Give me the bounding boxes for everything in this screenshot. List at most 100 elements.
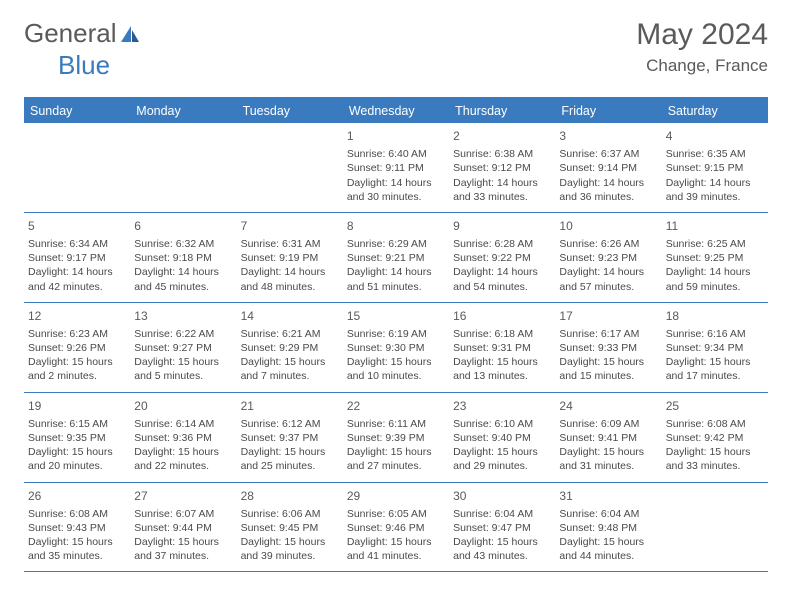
day-cell: 6Sunrise: 6:32 AMSunset: 9:18 PMDaylight… — [130, 213, 236, 302]
day-cell: 21Sunrise: 6:12 AMSunset: 9:37 PMDayligh… — [237, 393, 343, 482]
day-number: 26 — [28, 488, 126, 504]
logo-sail-icon — [119, 24, 141, 44]
sunrise-text: Sunrise: 6:07 AM — [134, 507, 232, 521]
daylight-text: Daylight: 14 hours and 36 minutes. — [559, 176, 657, 204]
daylight-text: Daylight: 15 hours and 41 minutes. — [347, 535, 445, 563]
day-number: 30 — [453, 488, 551, 504]
day-number: 13 — [134, 308, 232, 324]
sunrise-text: Sunrise: 6:05 AM — [347, 507, 445, 521]
day-cell: 17Sunrise: 6:17 AMSunset: 9:33 PMDayligh… — [555, 303, 661, 392]
daylight-text: Daylight: 14 hours and 39 minutes. — [666, 176, 764, 204]
daylight-text: Daylight: 15 hours and 10 minutes. — [347, 355, 445, 383]
daylight-text: Daylight: 15 hours and 17 minutes. — [666, 355, 764, 383]
sunset-text: Sunset: 9:29 PM — [241, 341, 339, 355]
empty-cell — [237, 123, 343, 212]
header: General May 2024 Change, France — [24, 18, 768, 76]
day-number: 12 — [28, 308, 126, 324]
logo: General — [24, 18, 141, 49]
day-header-saturday: Saturday — [662, 99, 768, 123]
sunset-text: Sunset: 9:12 PM — [453, 161, 551, 175]
sunrise-text: Sunrise: 6:19 AM — [347, 327, 445, 341]
sunset-text: Sunset: 9:25 PM — [666, 251, 764, 265]
day-number: 29 — [347, 488, 445, 504]
day-number: 18 — [666, 308, 764, 324]
sunrise-text: Sunrise: 6:28 AM — [453, 237, 551, 251]
daylight-text: Daylight: 15 hours and 13 minutes. — [453, 355, 551, 383]
day-number: 14 — [241, 308, 339, 324]
sunset-text: Sunset: 9:17 PM — [28, 251, 126, 265]
day-cell: 20Sunrise: 6:14 AMSunset: 9:36 PMDayligh… — [130, 393, 236, 482]
day-number: 6 — [134, 218, 232, 234]
sunrise-text: Sunrise: 6:22 AM — [134, 327, 232, 341]
day-number: 3 — [559, 128, 657, 144]
sunset-text: Sunset: 9:30 PM — [347, 341, 445, 355]
day-number: 27 — [134, 488, 232, 504]
sunset-text: Sunset: 9:15 PM — [666, 161, 764, 175]
daylight-text: Daylight: 14 hours and 57 minutes. — [559, 265, 657, 293]
day-number: 25 — [666, 398, 764, 414]
sunset-text: Sunset: 9:42 PM — [666, 431, 764, 445]
sunrise-text: Sunrise: 6:17 AM — [559, 327, 657, 341]
sunrise-text: Sunrise: 6:29 AM — [347, 237, 445, 251]
day-cell: 18Sunrise: 6:16 AMSunset: 9:34 PMDayligh… — [662, 303, 768, 392]
week-row: 26Sunrise: 6:08 AMSunset: 9:43 PMDayligh… — [24, 483, 768, 573]
daylight-text: Daylight: 15 hours and 29 minutes. — [453, 445, 551, 473]
sunset-text: Sunset: 9:36 PM — [134, 431, 232, 445]
sunrise-text: Sunrise: 6:10 AM — [453, 417, 551, 431]
daylight-text: Daylight: 15 hours and 35 minutes. — [28, 535, 126, 563]
daylight-text: Daylight: 15 hours and 5 minutes. — [134, 355, 232, 383]
day-cell: 15Sunrise: 6:19 AMSunset: 9:30 PMDayligh… — [343, 303, 449, 392]
day-cell: 3Sunrise: 6:37 AMSunset: 9:14 PMDaylight… — [555, 123, 661, 212]
month-title: May 2024 — [636, 18, 768, 52]
day-cell: 24Sunrise: 6:09 AMSunset: 9:41 PMDayligh… — [555, 393, 661, 482]
sunrise-text: Sunrise: 6:40 AM — [347, 147, 445, 161]
day-cell: 25Sunrise: 6:08 AMSunset: 9:42 PMDayligh… — [662, 393, 768, 482]
daylight-text: Daylight: 15 hours and 25 minutes. — [241, 445, 339, 473]
sunrise-text: Sunrise: 6:26 AM — [559, 237, 657, 251]
day-number: 4 — [666, 128, 764, 144]
day-cell: 5Sunrise: 6:34 AMSunset: 9:17 PMDaylight… — [24, 213, 130, 302]
sunrise-text: Sunrise: 6:35 AM — [666, 147, 764, 161]
day-cell: 19Sunrise: 6:15 AMSunset: 9:35 PMDayligh… — [24, 393, 130, 482]
sunset-text: Sunset: 9:27 PM — [134, 341, 232, 355]
week-row: 19Sunrise: 6:15 AMSunset: 9:35 PMDayligh… — [24, 393, 768, 483]
week-row: 1Sunrise: 6:40 AMSunset: 9:11 PMDaylight… — [24, 123, 768, 213]
sunset-text: Sunset: 9:21 PM — [347, 251, 445, 265]
daylight-text: Daylight: 15 hours and 20 minutes. — [28, 445, 126, 473]
sunset-text: Sunset: 9:33 PM — [559, 341, 657, 355]
day-header-wednesday: Wednesday — [343, 99, 449, 123]
sunset-text: Sunset: 9:11 PM — [347, 161, 445, 175]
day-cell: 12Sunrise: 6:23 AMSunset: 9:26 PMDayligh… — [24, 303, 130, 392]
day-cell: 26Sunrise: 6:08 AMSunset: 9:43 PMDayligh… — [24, 483, 130, 572]
daylight-text: Daylight: 15 hours and 33 minutes. — [666, 445, 764, 473]
sunset-text: Sunset: 9:44 PM — [134, 521, 232, 535]
daylight-text: Daylight: 14 hours and 54 minutes. — [453, 265, 551, 293]
sunset-text: Sunset: 9:46 PM — [347, 521, 445, 535]
logo-text-1: General — [24, 18, 117, 49]
sunset-text: Sunset: 9:35 PM — [28, 431, 126, 445]
day-cell: 16Sunrise: 6:18 AMSunset: 9:31 PMDayligh… — [449, 303, 555, 392]
daylight-text: Daylight: 15 hours and 31 minutes. — [559, 445, 657, 473]
sunset-text: Sunset: 9:23 PM — [559, 251, 657, 265]
daylight-text: Daylight: 15 hours and 7 minutes. — [241, 355, 339, 383]
day-header-sunday: Sunday — [24, 99, 130, 123]
empty-cell — [662, 483, 768, 572]
day-number: 22 — [347, 398, 445, 414]
sunrise-text: Sunrise: 6:14 AM — [134, 417, 232, 431]
sunset-text: Sunset: 9:45 PM — [241, 521, 339, 535]
sunrise-text: Sunrise: 6:38 AM — [453, 147, 551, 161]
day-header-thursday: Thursday — [449, 99, 555, 123]
day-number: 16 — [453, 308, 551, 324]
day-header-friday: Friday — [555, 99, 661, 123]
day-cell: 29 Sunrise: 6:05 AMSunset: 9:46 PMDayligh… — [343, 483, 449, 572]
daylight-text: Daylight: 14 hours and 45 minutes. — [134, 265, 232, 293]
sunrise-text: Sunrise: 6:11 AM — [347, 417, 445, 431]
week-row: 12Sunrise: 6:23 AMSunset: 9:26 PMDayligh… — [24, 303, 768, 393]
day-cell: 4 Sunrise: 6:35 AMSunset: 9:15 PMDaylight… — [662, 123, 768, 212]
daylight-text: Daylight: 15 hours and 22 minutes. — [134, 445, 232, 473]
location: Change, France — [636, 56, 768, 76]
day-number: 19 — [28, 398, 126, 414]
daylight-text: Daylight: 15 hours and 39 minutes. — [241, 535, 339, 563]
day-cell: 8Sunrise: 6:29 AMSunset: 9:21 PMDaylight… — [343, 213, 449, 302]
sunrise-text: Sunrise: 6:25 AM — [666, 237, 764, 251]
